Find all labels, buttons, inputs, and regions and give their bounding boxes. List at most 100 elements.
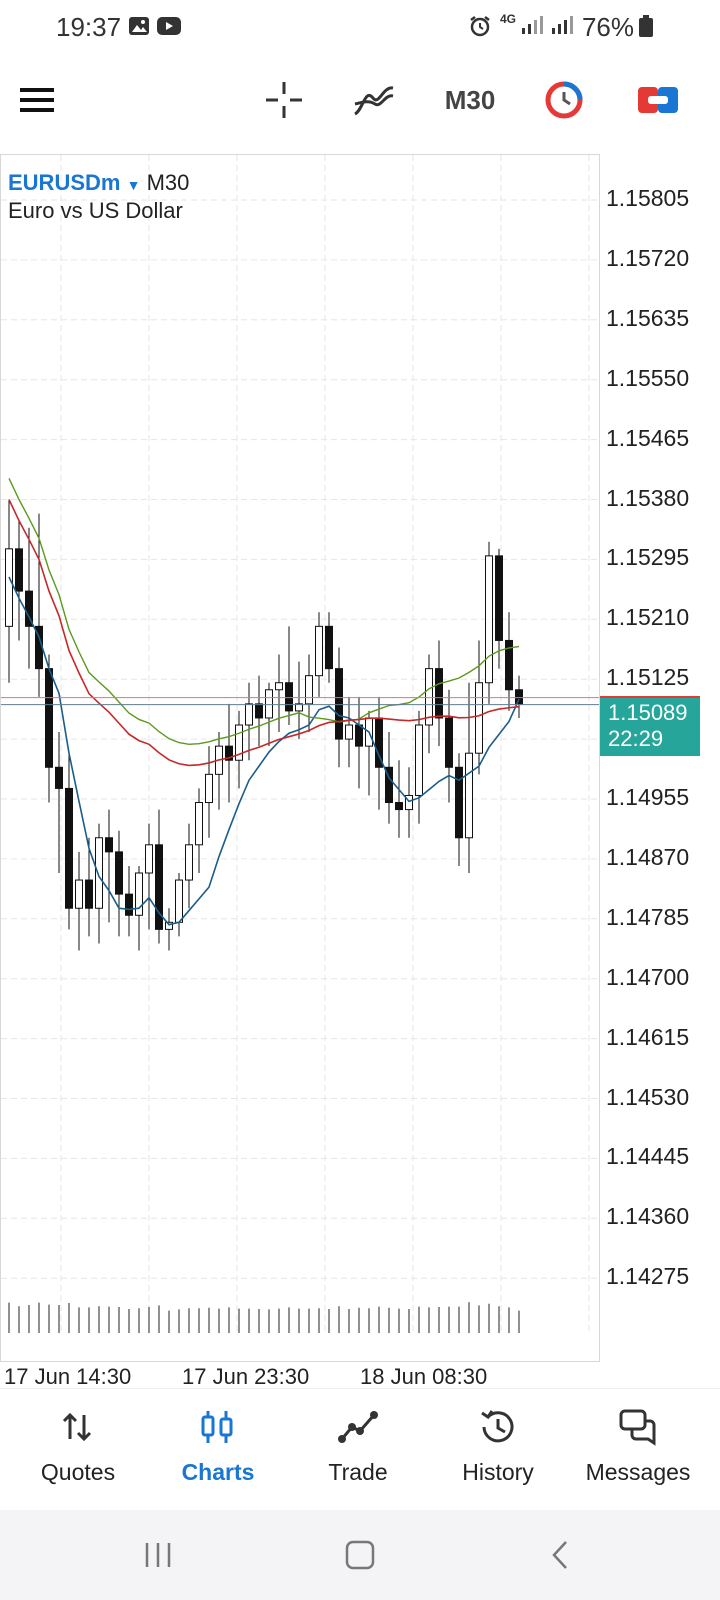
crosshair-icon: [266, 82, 302, 118]
battery-icon: [639, 15, 653, 37]
signal-icon-2: [552, 16, 573, 34]
bull-candle: [275, 682, 283, 691]
bull-candle: [295, 703, 303, 712]
crosshair-button[interactable]: [262, 76, 306, 124]
bear-candle: [285, 682, 293, 712]
ma-medium-line: [8, 478, 520, 745]
trade-icon: [338, 1411, 378, 1443]
bull-candle: [165, 921, 173, 930]
bull-candle: [465, 752, 473, 839]
chart-timeframe: M30: [146, 170, 190, 195]
system-navigation: [0, 1510, 720, 1600]
bear-candle: [395, 802, 403, 811]
bear-candle: [125, 893, 133, 916]
symbol-name[interactable]: EURUSDm: [8, 170, 121, 195]
network-type: 4G: [500, 12, 517, 26]
history-icon: [481, 1410, 514, 1443]
bear-candle: [435, 668, 443, 719]
price-tick-label: 1.14870: [606, 843, 690, 870]
bear-candle: [45, 668, 53, 768]
price-tick-label: 1.15635: [606, 304, 690, 331]
indicators-icon: [354, 86, 394, 116]
bottom-navigation: Quotes Charts Trade History Messages: [0, 1388, 720, 1511]
bull-candle: [475, 682, 483, 754]
bull-candle: [175, 879, 183, 923]
chart-canvas[interactable]: [1, 155, 599, 1361]
bear-candle: [115, 851, 123, 895]
clock-toggle-icon: [545, 81, 583, 119]
price-tick-label: 1.14530: [606, 1083, 690, 1110]
symbol-header[interactable]: EURUSDm ▼ M30: [8, 170, 189, 196]
nav-quotes[interactable]: Quotes: [8, 1389, 148, 1511]
nav-history-label: History: [462, 1459, 534, 1485]
youtube-icon: [157, 17, 181, 35]
price-tick-label: 1.15380: [606, 484, 690, 511]
price-tick-label: 1.15125: [606, 664, 690, 691]
bear-candle: [385, 766, 393, 804]
current-price: 1.15089: [608, 700, 688, 725]
bear-candle: [355, 724, 363, 747]
symbol-dropdown-icon[interactable]: ▼: [126, 177, 141, 193]
alarm-icon: [470, 16, 490, 37]
indicators-button[interactable]: [352, 76, 396, 124]
signal-icon: [522, 16, 543, 34]
timeframe-button[interactable]: M30: [440, 76, 500, 124]
current-price-tag: 1.15089 22:29: [600, 698, 700, 756]
bear-candle: [495, 555, 503, 641]
bear-candle: [455, 766, 463, 839]
nav-messages-label: Messages: [585, 1459, 691, 1485]
bull-candle: [5, 548, 13, 627]
bear-candle: [505, 639, 513, 691]
trade-toggle-button[interactable]: [638, 76, 678, 124]
nav-charts-label: Charts: [181, 1459, 255, 1485]
recent-apps-button[interactable]: [128, 1530, 188, 1580]
nav-charts[interactable]: Charts: [148, 1389, 288, 1511]
price-tick-label: 1.15465: [606, 424, 690, 451]
time-label-1: 17 Jun 14:30: [4, 1364, 132, 1389]
bear-candle: [65, 787, 73, 909]
battery-percent: 76%: [581, 12, 634, 42]
price-tick-label: 1.15210: [606, 604, 690, 631]
bull-candle: [75, 879, 83, 909]
bull-candle: [135, 872, 143, 916]
timeframe-label: M30: [444, 84, 496, 115]
nav-trade-label: Trade: [328, 1459, 388, 1485]
status-time: 19:37: [56, 12, 122, 42]
home-icon: [345, 1540, 375, 1570]
ma-fast-line: [8, 576, 520, 926]
bull-candle: [485, 555, 493, 684]
bear-candle: [255, 703, 263, 719]
nav-history[interactable]: History: [428, 1389, 568, 1511]
bull-candle: [305, 675, 313, 705]
menu-button[interactable]: [18, 76, 58, 124]
quotes-icon: [62, 1412, 92, 1442]
ma-slow-line: [8, 499, 520, 767]
bull-candle: [425, 668, 433, 726]
time-label-3: 18 Jun 08:30: [360, 1364, 488, 1389]
bull-candle: [145, 844, 153, 874]
bear-candle: [85, 879, 93, 909]
price-tick-label: 1.15805: [606, 185, 690, 211]
bear-candle: [515, 689, 523, 705]
home-button[interactable]: [330, 1530, 390, 1580]
bear-candle: [225, 745, 233, 761]
chart-area[interactable]: [0, 154, 600, 1362]
bear-candle: [155, 844, 163, 930]
buy-sell-icon: [638, 87, 678, 113]
gallery-icon: [129, 17, 149, 35]
bear-candle: [445, 717, 453, 768]
time-label-2: 17 Jun 23:30: [182, 1364, 310, 1389]
price-tick-label: 1.14445: [606, 1143, 690, 1170]
nav-messages[interactable]: Messages: [568, 1389, 708, 1511]
one-click-trading-button[interactable]: [544, 76, 584, 124]
symbol-description: Euro vs US Dollar: [8, 198, 183, 223]
recent-apps-icon: [145, 1543, 171, 1567]
nav-trade[interactable]: Trade: [288, 1389, 428, 1511]
back-button[interactable]: [530, 1530, 590, 1580]
bull-candle: [315, 625, 323, 677]
bull-candle: [205, 773, 213, 804]
bull-candle: [95, 837, 103, 909]
price-axis[interactable]: 1.15805 1.15720 1.15635 1.15550 1.15465 1.153…: [600, 154, 720, 1362]
bear-candle: [335, 668, 343, 740]
bull-candle: [265, 689, 273, 719]
